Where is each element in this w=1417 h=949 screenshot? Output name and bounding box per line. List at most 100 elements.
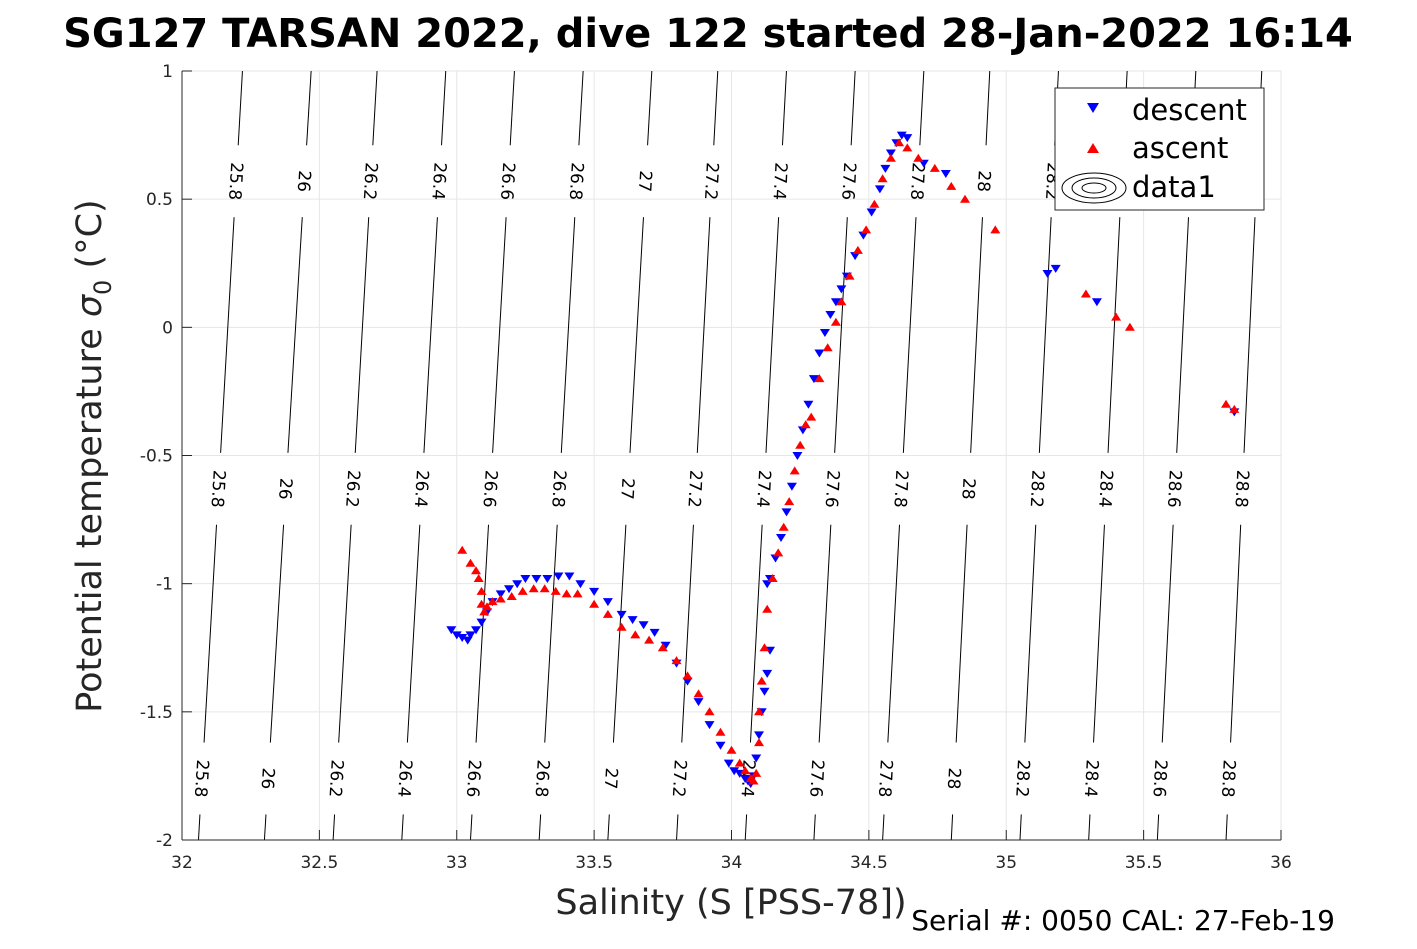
isopycnal-line — [197, 814, 201, 841]
ascent-point — [778, 522, 789, 531]
isopycnal-label: 28.6 — [1148, 759, 1170, 798]
descent-point — [723, 759, 734, 768]
ascent-point — [822, 343, 833, 352]
descent-point — [940, 170, 951, 178]
isopycnal-label: 28.8 — [1231, 469, 1253, 508]
isopycnal-line — [338, 524, 352, 743]
descent-point — [866, 208, 877, 217]
descent-point — [1091, 298, 1102, 307]
ascent-point — [929, 163, 940, 172]
ascent-point — [754, 707, 764, 716]
chart-title: SG127 TARSAN 2022, dive 122 started 28-J… — [63, 11, 1353, 57]
isopycnal-line — [538, 814, 542, 841]
isopycnal-label: 27.4 — [752, 469, 774, 508]
isopycnal-label: 25.8 — [224, 162, 246, 201]
ascent-point — [1221, 399, 1231, 408]
isopycnal-line — [781, 70, 787, 146]
descent-point — [649, 628, 660, 637]
isopycnal-line — [1176, 217, 1190, 453]
isopycnal-line — [1161, 524, 1174, 743]
isopycnal-label: 28.2 — [1026, 469, 1048, 508]
isopycnal-line — [985, 70, 991, 146]
isopycnal-line — [612, 524, 627, 743]
descent-point — [715, 741, 726, 750]
descent-point — [446, 626, 457, 635]
isopycnal-label: 26.4 — [393, 759, 415, 798]
isopycnal-label: 28.4 — [1080, 759, 1102, 798]
descent-point — [896, 131, 907, 140]
isopycnal-label: 28 — [973, 170, 994, 193]
isopycnal-label: 26.4 — [410, 469, 432, 508]
isopycnal-line — [441, 70, 447, 146]
ascent-point — [539, 584, 550, 593]
y-axis-label-main: Potential temperature — [70, 317, 110, 713]
ascent-point — [800, 420, 811, 429]
ascent-point — [885, 153, 896, 162]
ascent-point — [762, 604, 773, 613]
descent-point — [602, 598, 613, 607]
ascent-point — [682, 671, 693, 680]
y-axis-label-subscript: 0 — [89, 280, 117, 295]
isopycnal-line — [475, 524, 490, 743]
descent-point — [504, 585, 514, 594]
isopycnal-line — [1243, 217, 1256, 453]
isopycnal-line — [1038, 217, 1052, 453]
isopycnal-line — [306, 70, 312, 146]
y-tick-label: 0.5 — [146, 190, 173, 210]
plot-axes: 32 32.5 33 33.5 34 34.5 35 35.5 36 -2 -1.5 -1 -0.5 0 0… — [140, 62, 1292, 873]
isopycnal-label: 26.6 — [496, 162, 518, 201]
descent-point — [729, 767, 740, 776]
isopycnal-line — [696, 217, 711, 453]
contour-icon — [1061, 172, 1127, 204]
descent-point — [814, 349, 825, 358]
ascent-point — [902, 143, 913, 152]
ascent-point — [869, 199, 880, 208]
isopycnal-label: 27.2 — [668, 759, 690, 798]
descent-point — [792, 452, 803, 460]
ascent-point — [861, 225, 872, 234]
isopycnal-line — [263, 814, 267, 841]
ascent-point — [517, 586, 528, 595]
ascent-point — [795, 440, 806, 449]
descent-point — [495, 590, 506, 599]
ascent-point — [473, 574, 484, 582]
descent-point — [803, 400, 814, 409]
descent-point — [575, 580, 586, 589]
legend-ascent-marker — [1087, 143, 1099, 153]
y-tick-label: 1 — [162, 62, 173, 82]
ascent-point — [1111, 312, 1122, 321]
descent-point — [660, 641, 671, 650]
ascent-point — [644, 635, 655, 644]
ascent-point — [487, 597, 498, 606]
descent-point — [1050, 264, 1061, 273]
ascent-point — [756, 676, 767, 685]
isopycnal-line — [955, 524, 968, 743]
isopycnal-label: 26 — [257, 767, 278, 790]
x-tick-label: 33.5 — [575, 853, 613, 873]
isopycnal-line — [1093, 524, 1105, 743]
isopycnal-line — [902, 217, 917, 453]
ascent-point — [693, 689, 704, 698]
isopycnal-label: 26.8 — [531, 759, 553, 798]
isopycnal-line — [220, 217, 235, 453]
isopycnal-line — [560, 217, 576, 453]
descent-point — [542, 575, 553, 583]
isopycnal-label: 26.2 — [359, 162, 381, 201]
ascent-point — [877, 174, 888, 183]
ascent-point — [844, 271, 855, 280]
ascent-point — [630, 630, 641, 639]
descent-point — [858, 231, 869, 240]
ascent-point — [946, 181, 957, 190]
isopycnal-line — [423, 217, 438, 453]
descent-point — [512, 580, 523, 589]
isopycnal-line — [1107, 217, 1121, 453]
ascent-point — [784, 497, 795, 506]
isopycnal-label: 27.8 — [874, 759, 896, 798]
ascent-point — [715, 727, 726, 736]
isopycnal-line — [1225, 814, 1228, 841]
ascent-point — [589, 599, 600, 608]
descent-point — [830, 298, 841, 307]
ascent-point — [704, 707, 715, 716]
isopycnal-label: 28 — [943, 767, 964, 790]
